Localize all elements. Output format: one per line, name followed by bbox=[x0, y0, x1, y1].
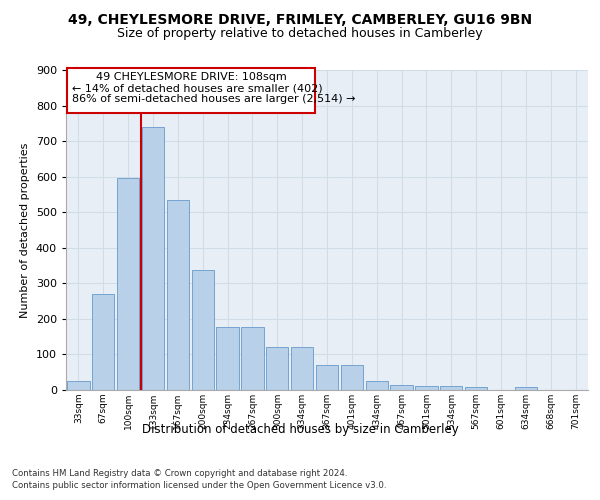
Text: ← 14% of detached houses are smaller (402): ← 14% of detached houses are smaller (40… bbox=[72, 83, 323, 93]
Bar bbox=[365, 381, 388, 390]
Text: 49, CHEYLESMORE DRIVE, FRIMLEY, CAMBERLEY, GU16 9BN: 49, CHEYLESMORE DRIVE, FRIMLEY, CAMBERLE… bbox=[68, 12, 532, 26]
Y-axis label: Number of detached properties: Number of detached properties bbox=[20, 142, 30, 318]
Bar bbox=[266, 348, 289, 390]
Bar bbox=[92, 294, 115, 390]
Bar bbox=[241, 326, 263, 390]
Text: Contains HM Land Registry data © Crown copyright and database right 2024.: Contains HM Land Registry data © Crown c… bbox=[12, 469, 347, 478]
Bar bbox=[117, 178, 139, 390]
Bar bbox=[167, 200, 189, 390]
Bar bbox=[391, 384, 413, 390]
Bar bbox=[217, 326, 239, 390]
Bar bbox=[465, 387, 487, 390]
Text: Distribution of detached houses by size in Camberley: Distribution of detached houses by size … bbox=[142, 422, 458, 436]
Bar bbox=[415, 386, 437, 390]
Bar bbox=[67, 381, 89, 390]
Bar bbox=[316, 365, 338, 390]
Bar bbox=[440, 386, 463, 390]
Bar bbox=[67, 68, 314, 112]
Bar bbox=[515, 387, 537, 390]
Bar bbox=[142, 127, 164, 390]
Text: 49 CHEYLESMORE DRIVE: 108sqm: 49 CHEYLESMORE DRIVE: 108sqm bbox=[95, 72, 286, 83]
Bar bbox=[191, 270, 214, 390]
Text: Size of property relative to detached houses in Camberley: Size of property relative to detached ho… bbox=[117, 28, 483, 40]
Bar bbox=[291, 348, 313, 390]
Text: 86% of semi-detached houses are larger (2,514) →: 86% of semi-detached houses are larger (… bbox=[72, 94, 356, 104]
Bar bbox=[341, 365, 363, 390]
Text: Contains public sector information licensed under the Open Government Licence v3: Contains public sector information licen… bbox=[12, 481, 386, 490]
